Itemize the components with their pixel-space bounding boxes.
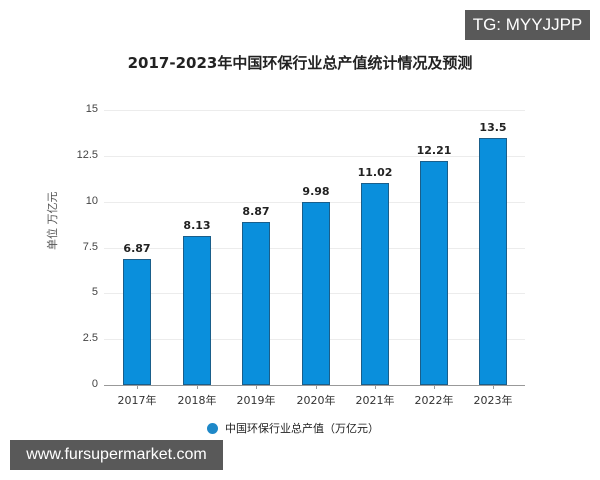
chart-title: 2017-2023年中国环保行业总产值统计情况及预测	[127, 54, 473, 72]
watermark-url: www.fursupermarket.com	[10, 440, 223, 470]
x-tick	[375, 385, 376, 389]
y-tick-label: 10	[85, 194, 98, 207]
x-tick	[197, 385, 198, 389]
chart-legend: 中国环保行业总产值（万亿元）	[207, 420, 379, 436]
x-tick	[137, 385, 138, 389]
bar[interactable]	[479, 137, 507, 385]
x-tick-label: 2023年	[473, 394, 513, 407]
bar[interactable]	[123, 259, 151, 385]
legend-marker-icon	[207, 422, 218, 434]
gridline	[104, 110, 525, 111]
x-tick-label: 2018年	[177, 394, 217, 407]
bar-value-label: 6.87	[123, 242, 151, 256]
bar-value-label: 8.13	[183, 218, 211, 232]
bar[interactable]	[242, 222, 270, 385]
bar-value-label: 13.5	[479, 120, 507, 134]
bar[interactable]	[361, 182, 389, 385]
x-tick	[256, 385, 257, 389]
bar[interactable]	[302, 202, 330, 385]
x-tick	[434, 385, 435, 389]
bar-value-label: 9.98	[302, 185, 330, 199]
bar[interactable]	[420, 161, 448, 385]
bar[interactable]	[183, 235, 211, 385]
x-tick-label: 2020年	[296, 394, 336, 407]
x-axis-line	[104, 385, 525, 386]
x-tick	[493, 385, 494, 389]
y-tick-label: 7.5	[82, 240, 98, 253]
x-tick-label: 2019年	[236, 394, 276, 407]
watermark-tg: TG: MYYJJPP	[465, 10, 590, 40]
x-tick	[316, 385, 317, 389]
legend-label: 中国环保行业总产值（万亿元）	[225, 422, 379, 435]
y-tick-label: 0	[91, 378, 98, 390]
x-tick-label: 2017年	[117, 394, 157, 407]
x-tick-label: 2022年	[414, 394, 454, 407]
bar-value-label: 11.02	[357, 165, 393, 179]
bar-value-label: 8.87	[242, 205, 270, 219]
y-tick-label: 2.5	[82, 332, 98, 345]
x-tick-label: 2021年	[355, 394, 395, 407]
y-tick-label: 5	[91, 286, 98, 299]
y-tick-label: 15	[85, 103, 98, 115]
y-tick-label: 12.5	[76, 148, 98, 161]
gridline	[104, 155, 525, 157]
bar-value-label: 12.21	[416, 144, 452, 158]
